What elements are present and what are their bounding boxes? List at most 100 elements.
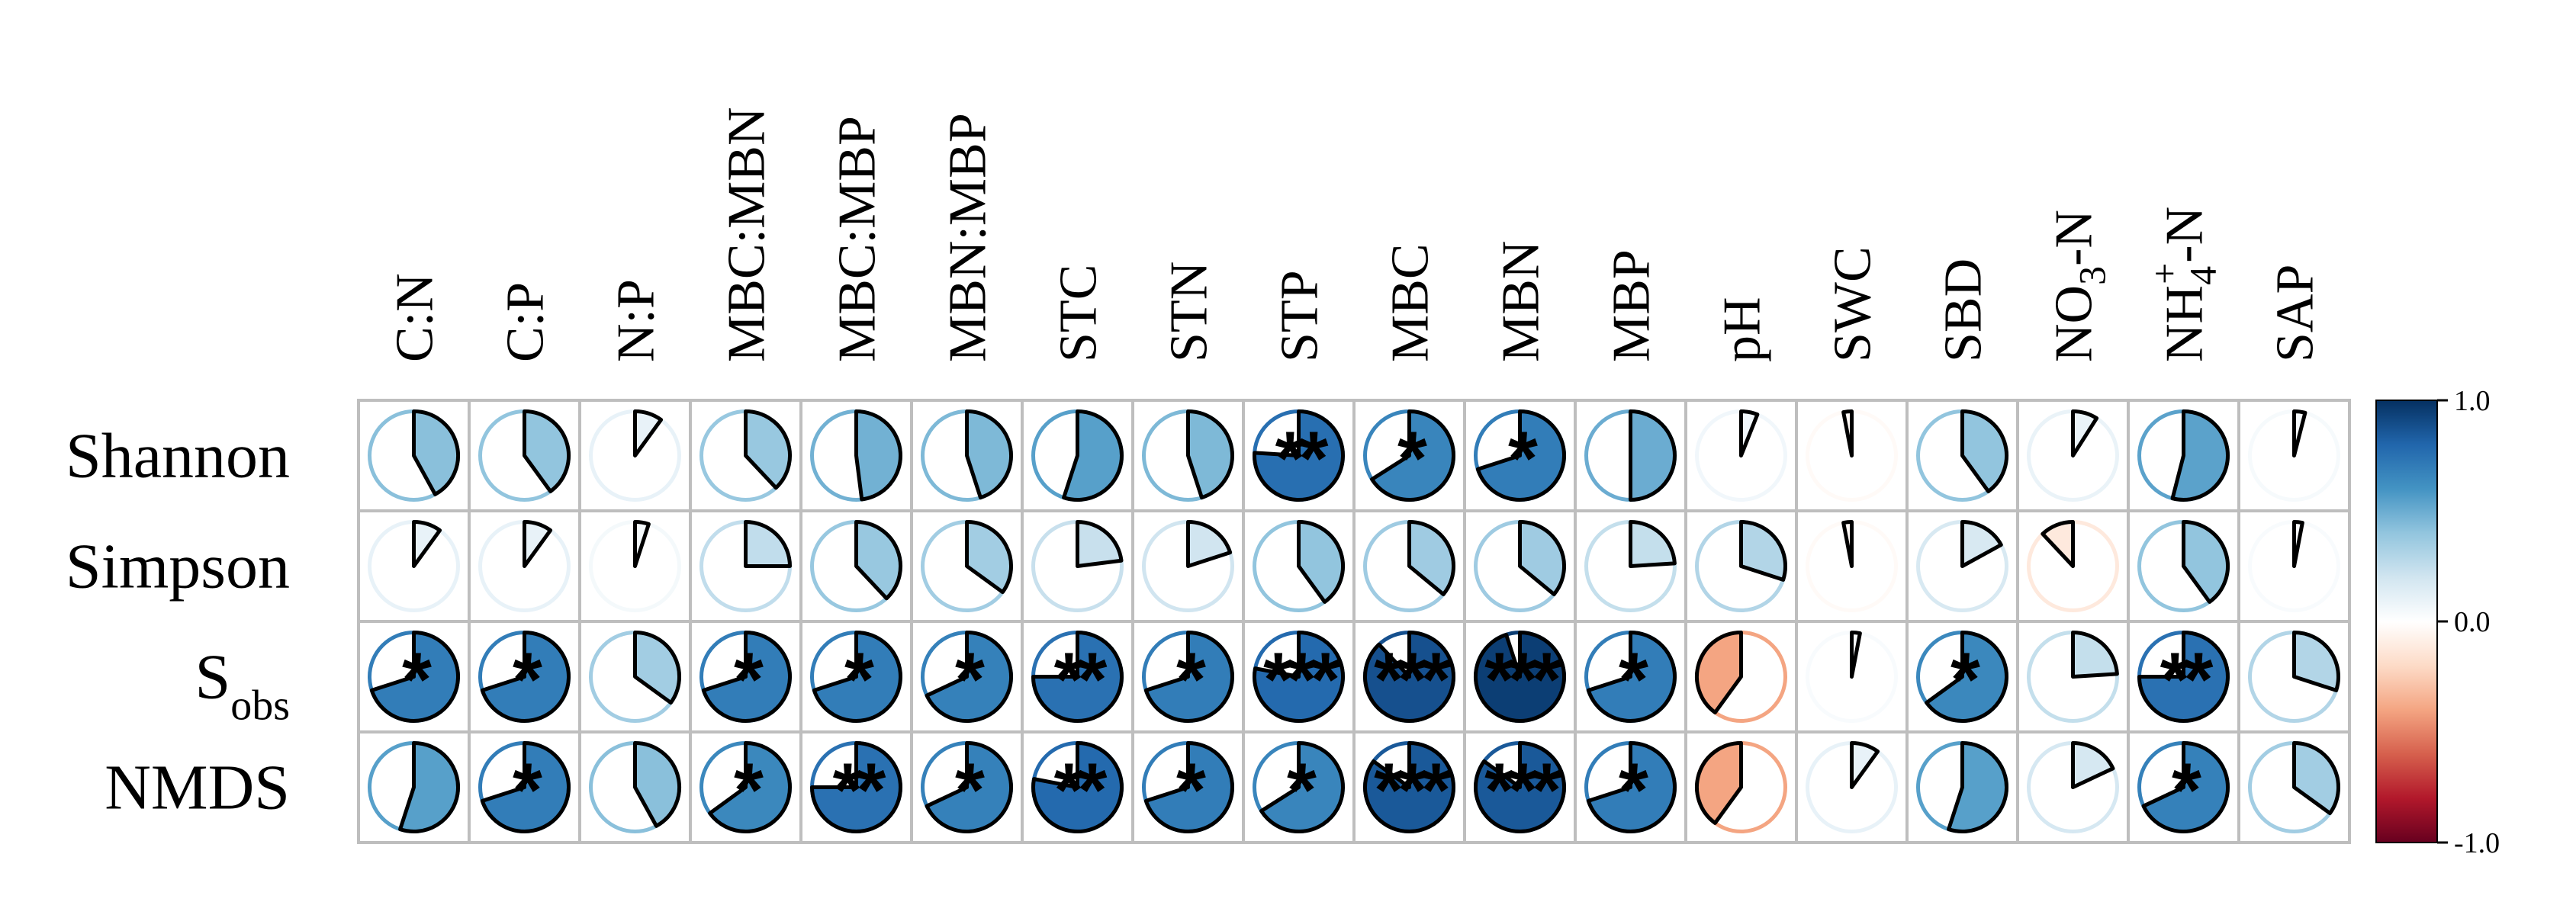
pie-cell bbox=[1142, 409, 1234, 502]
pie-slice bbox=[480, 741, 571, 833]
pie-cell bbox=[1695, 520, 1787, 612]
column-label: SAP bbox=[2266, 265, 2325, 362]
pie-cell: * bbox=[478, 631, 571, 723]
pie-cell bbox=[2137, 409, 2230, 502]
row-label: Sobs bbox=[195, 642, 290, 730]
pie-slice bbox=[1947, 741, 2008, 833]
row-labels: Shannon Simpson Sobs NMDS bbox=[66, 421, 290, 823]
pie-cell bbox=[699, 409, 792, 502]
significance-stars: *** bbox=[1263, 637, 1340, 723]
column-label: SBD bbox=[1934, 258, 1993, 362]
pie-cell bbox=[589, 741, 682, 833]
pie-slice bbox=[1695, 631, 1743, 714]
pie-cell bbox=[1916, 741, 2008, 833]
pie-slice bbox=[1739, 520, 1787, 582]
significance-stars: ** bbox=[833, 748, 886, 833]
pie-cell bbox=[2027, 409, 2119, 502]
column-label: MBC:MBP bbox=[828, 116, 887, 362]
pie-slice bbox=[701, 631, 792, 723]
pie-slice bbox=[369, 631, 460, 723]
pie-cell: * bbox=[1142, 631, 1234, 723]
pie-cell bbox=[921, 409, 1013, 502]
pie-slice bbox=[1186, 409, 1234, 500]
column-label: MBC bbox=[1381, 243, 1440, 362]
pie-slice bbox=[1474, 631, 1566, 723]
column-label: NO3-N bbox=[2045, 210, 2114, 362]
pie-cell: * bbox=[921, 631, 1013, 723]
pie-cell: * bbox=[1584, 741, 1677, 833]
significance-stars: ** bbox=[1054, 637, 1108, 723]
pie-cell bbox=[1031, 520, 1124, 612]
pie-cell bbox=[478, 409, 571, 502]
pie-slice bbox=[812, 631, 902, 723]
column-label: C:N bbox=[386, 273, 445, 362]
colorbar-tick-label: 1.0 bbox=[2454, 385, 2491, 417]
pie-slice bbox=[2292, 741, 2340, 816]
pie-cell bbox=[368, 741, 460, 833]
pie-slice bbox=[1850, 741, 1880, 789]
pie-cell bbox=[368, 409, 460, 502]
pie-slice bbox=[1076, 520, 1124, 568]
column-label: MBP bbox=[1603, 249, 1661, 362]
pie-slice bbox=[412, 520, 442, 568]
pie-slice bbox=[2071, 741, 2115, 789]
significance-stars: ** bbox=[2160, 637, 2214, 723]
pie-slice bbox=[1062, 409, 1124, 502]
pie-cell bbox=[2248, 409, 2340, 502]
pie-slice bbox=[2182, 520, 2230, 604]
pie-slice bbox=[523, 520, 553, 568]
column-label: MBN bbox=[1492, 241, 1551, 362]
pie-cell: * bbox=[1474, 409, 1566, 502]
pie-cell bbox=[478, 520, 571, 612]
pie-cell: * bbox=[1253, 741, 1345, 833]
pie-cell bbox=[1695, 631, 1787, 723]
pie-slice bbox=[744, 409, 792, 490]
pie-slice bbox=[925, 741, 1013, 833]
pie-cell: * bbox=[1363, 409, 1455, 502]
colorbar-gradient bbox=[2375, 400, 2438, 843]
pie-slice bbox=[925, 631, 1013, 723]
pie-slice bbox=[965, 520, 1013, 595]
pie-cell bbox=[921, 520, 1013, 612]
significance-stars: *** bbox=[1374, 748, 1451, 833]
pie-slice bbox=[1253, 409, 1345, 502]
pie-slice bbox=[1841, 520, 1854, 568]
pie-slice bbox=[398, 741, 460, 833]
pie-slice bbox=[1363, 741, 1455, 833]
colorbar-tick-label: -1.0 bbox=[2454, 827, 2500, 859]
pie-cell bbox=[1474, 520, 1566, 612]
pie-slice bbox=[1475, 409, 1566, 502]
pie-cell bbox=[810, 409, 902, 502]
pie-cell bbox=[2027, 741, 2119, 833]
pie-cell bbox=[1916, 409, 2008, 502]
pie-cell: *** bbox=[1474, 631, 1568, 723]
column-label: STN bbox=[1160, 262, 1219, 362]
colorbar-tick-label: 0.0 bbox=[2454, 606, 2491, 638]
pie-cell: * bbox=[699, 741, 792, 833]
pie-slice bbox=[1960, 520, 2003, 568]
pie-cell: * bbox=[2137, 741, 2230, 833]
pie-slice bbox=[1259, 741, 1345, 833]
pie-cell bbox=[2137, 520, 2230, 612]
pie-cell: * bbox=[1142, 741, 1234, 833]
pie-cell: * bbox=[1916, 631, 2008, 723]
pie-slice bbox=[1031, 631, 1124, 723]
pie-cell bbox=[1806, 741, 1898, 833]
column-label: NH4+-N bbox=[2143, 207, 2224, 362]
pie-slice bbox=[1850, 631, 1862, 679]
pie-slice bbox=[1695, 741, 1743, 825]
colorbar: 1.0 0.0 -1.0 bbox=[2375, 385, 2500, 859]
pie-cell: *** bbox=[1363, 631, 1457, 723]
significance-stars: *** bbox=[1484, 637, 1561, 723]
row-label: Shannon bbox=[66, 421, 290, 492]
pie-slice bbox=[2071, 631, 2119, 679]
row-label: Simpson bbox=[66, 531, 290, 602]
pie-slice bbox=[965, 409, 1013, 500]
pie-slice bbox=[1586, 631, 1677, 723]
pie-cell bbox=[589, 409, 681, 502]
pie-cell: * bbox=[368, 631, 460, 723]
pie-slice bbox=[1586, 741, 1677, 833]
pie-cell bbox=[1695, 741, 1787, 833]
pie-cell: * bbox=[699, 631, 792, 723]
pie-cell bbox=[1806, 631, 1898, 723]
